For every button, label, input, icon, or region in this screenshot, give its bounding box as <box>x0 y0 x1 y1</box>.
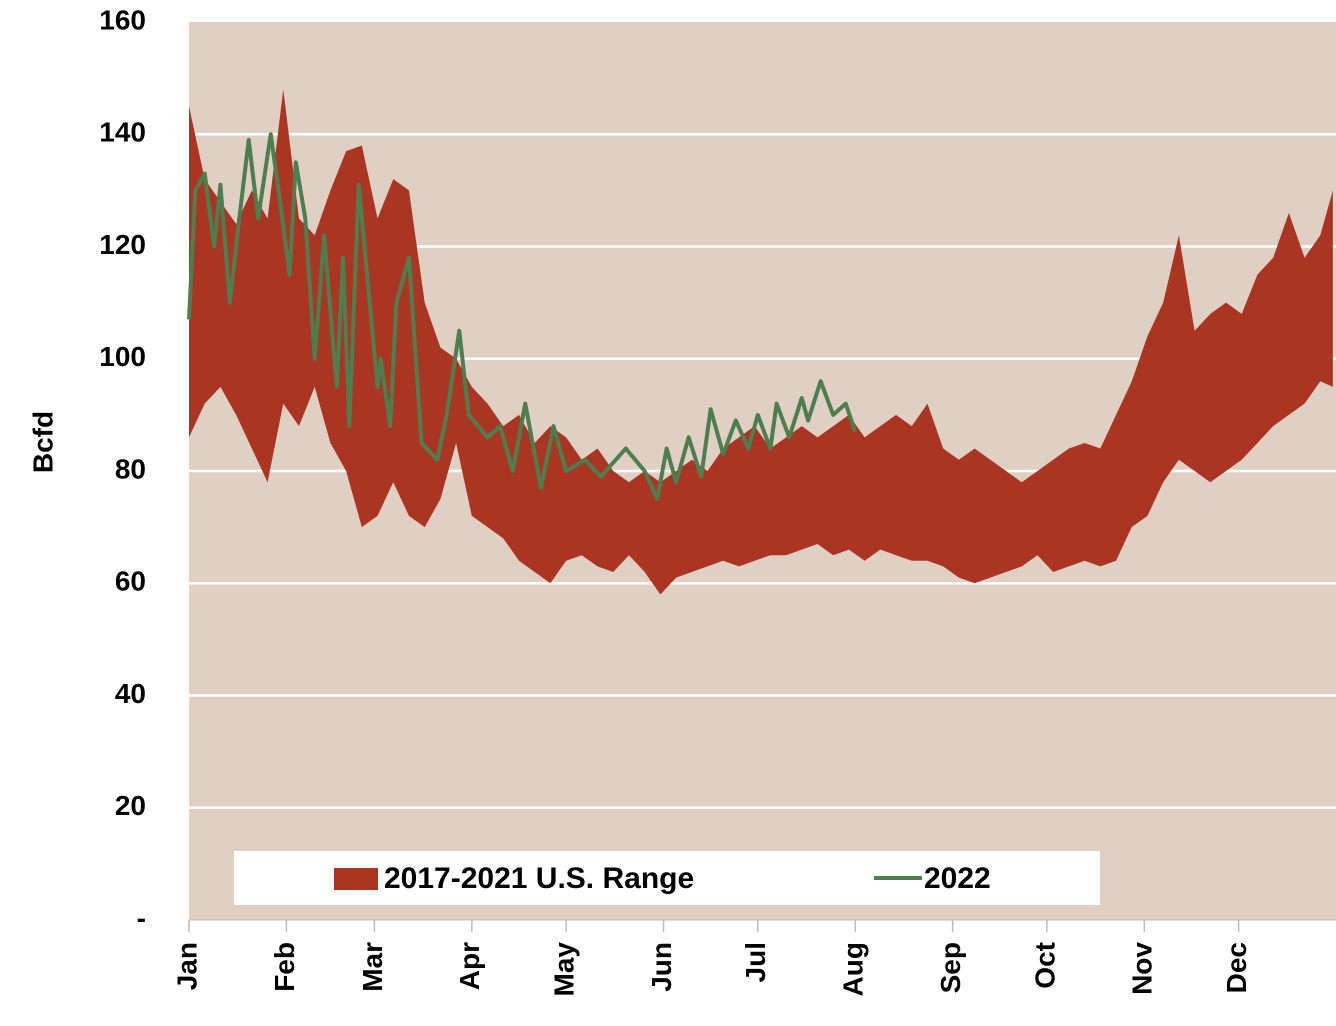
y-tick-label: 100 <box>99 341 146 372</box>
y-tick-label: - <box>137 902 146 933</box>
y-tick-label: 160 <box>99 4 146 35</box>
x-tick-label: Jul <box>740 942 771 982</box>
y-tick-label: 60 <box>115 566 146 597</box>
y-tick-label: 140 <box>99 117 146 148</box>
x-tick-label: Jan <box>171 942 202 990</box>
x-tick-label: May <box>548 942 579 997</box>
line-2022 <box>187 132 858 502</box>
legend-swatch <box>334 868 378 890</box>
x-tick-label: Nov <box>1127 942 1158 995</box>
x-tick-label: Oct <box>1029 942 1060 989</box>
legend-label: 2022 <box>924 862 991 895</box>
legend-label: 2017-2021 U.S. Range <box>384 862 694 895</box>
y-tick-label: 120 <box>99 229 146 260</box>
y-tick-label: 40 <box>115 678 146 709</box>
x-tick-label: Feb <box>269 942 300 992</box>
y-tick-label: 80 <box>115 453 146 484</box>
x-tick-label: Sep <box>935 942 966 993</box>
range-band <box>189 89 1333 595</box>
legend-box <box>234 851 1100 905</box>
y-axis-label: Bcfd <box>27 411 58 473</box>
x-tick-label: Aug <box>838 942 869 996</box>
x-tick-label: Jun <box>646 942 677 992</box>
x-tick-label: Dec <box>1221 942 1252 993</box>
y-tick-label: 20 <box>115 790 146 821</box>
x-tick-label: Mar <box>357 942 388 992</box>
x-tick-label: Apr <box>454 942 485 990</box>
